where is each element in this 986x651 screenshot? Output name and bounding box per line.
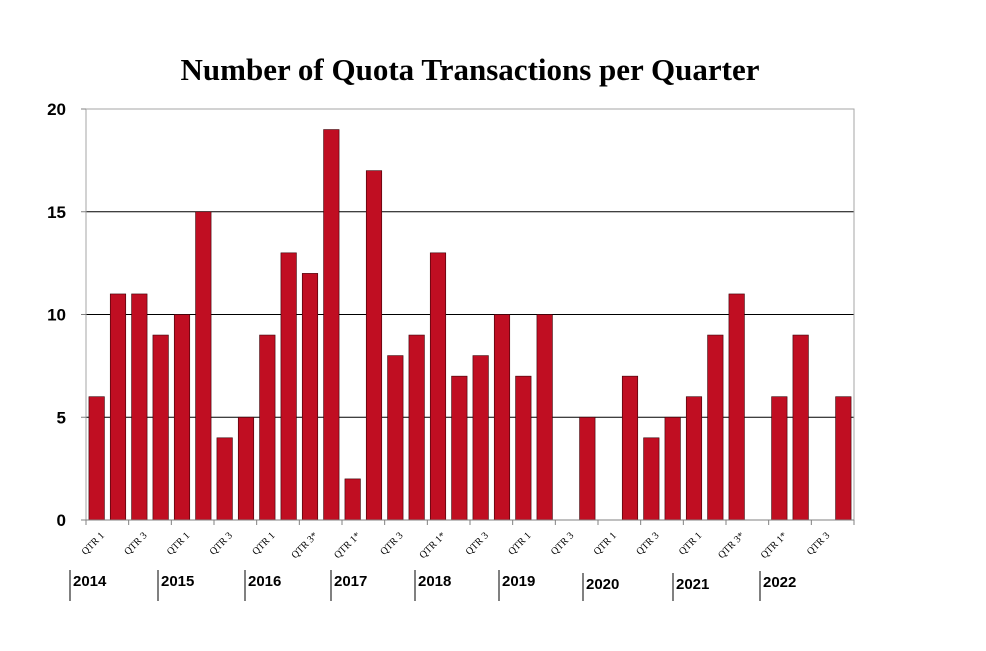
year-label: 2019 [502,573,535,590]
bar [621,375,639,521]
bar [792,334,809,521]
bar [579,416,596,521]
bar [237,416,255,521]
bar [131,293,148,521]
x-tick-label: QTR 1* [759,530,790,561]
y-tick-label: 5 [57,408,66,427]
bars [88,129,852,521]
bar [771,396,788,521]
bar [365,170,383,521]
y-tick-label: 0 [57,511,66,530]
x-tick-label: QTR 3* [289,530,320,561]
year-label: 2020 [586,576,619,593]
bar [643,437,660,521]
bar [515,375,532,521]
year-label: 2017 [334,573,367,590]
x-tick-label: QTR 3 [634,530,661,557]
bar [88,396,105,521]
x-tick-label: QTR 3 [208,530,235,557]
bar [280,252,297,521]
bar [429,252,447,521]
year-label: 2014 [73,573,107,590]
bar [835,396,852,521]
year-label: 2018 [418,573,451,590]
bar [301,273,319,521]
bar [195,211,212,521]
y-tick-label: 15 [47,203,66,222]
x-tick-label: QTR 3 [122,530,149,557]
bar [109,293,127,521]
x-tick-label: QTR 1* [417,530,448,561]
x-tick-label: QTR 1 [165,530,192,557]
x-tick-label: QTR 1 [592,530,619,557]
x-tick-label: QTR 3 [805,530,832,557]
bar [493,314,511,521]
x-tick-label: QTR 3* [716,530,747,561]
year-label: 2021 [676,576,709,593]
bar [323,129,340,521]
x-tick-label: QTR 1 [80,530,107,557]
bar [728,293,745,521]
bar [472,355,489,521]
x-tick-label: QTR 3 [464,530,491,557]
bar [173,314,191,521]
bar [387,355,404,521]
chart-title: Number of Quota Transactions per Quarter [180,52,760,87]
x-tick-label: QTR 1 [506,530,533,557]
bar [216,437,233,521]
year-label: 2022 [763,574,796,591]
bar [536,314,553,521]
year-label: 2015 [161,573,194,590]
x-tick-label: QTR 1 [250,530,277,557]
bar [259,334,276,521]
gridlines [86,211,854,418]
bar [408,334,425,521]
y-tick-label: 20 [47,100,66,119]
x-tick-label: QTR 1* [332,530,363,561]
x-tick-label: QTR 3 [378,530,405,557]
x-tick-label: QTR 3 [549,530,576,557]
y-tick-label: 10 [47,306,66,325]
bar [707,334,724,521]
year-label: 2016 [248,573,281,590]
axes [69,108,855,601]
bar [152,334,169,521]
bar [664,416,681,521]
x-tick-label: QTR 1 [677,530,704,557]
bar [685,396,703,521]
bar [344,478,361,521]
bar [451,375,468,521]
